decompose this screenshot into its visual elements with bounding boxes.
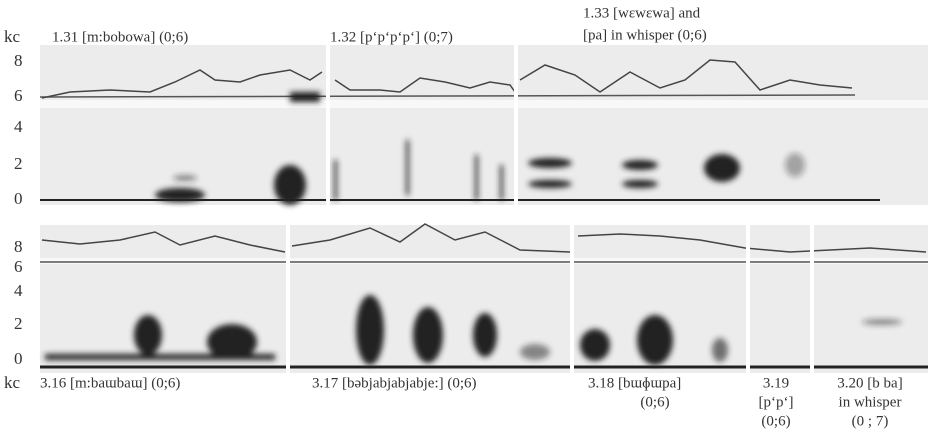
y-tick-label: 2 — [14, 314, 23, 333]
y-tick-label: 4 — [14, 281, 23, 300]
contour — [519, 59, 853, 93]
caption: in whisper — [839, 394, 902, 410]
y-tick-label: 2 — [14, 154, 23, 173]
caption: 1.33 [wɛwɛwa] and — [583, 5, 701, 21]
caption: 3.19 — [763, 375, 789, 391]
caption: 3.16 [m:baɯbaɯ] (0;6) — [40, 375, 180, 391]
caption: [pʻpʻ] — [759, 394, 794, 410]
spectral-energy — [155, 92, 805, 205]
contour — [41, 69, 323, 99]
panel-gap — [40, 258, 928, 264]
axis-unit: kc — [4, 27, 21, 46]
caption: (0 ; 7) — [852, 413, 889, 429]
contour — [291, 223, 571, 253]
contour — [334, 77, 516, 93]
caption: 3.20 [b ba] — [837, 375, 902, 391]
caption: [pa] in whisper (0;6) — [583, 27, 707, 43]
y-tick-label: 6 — [14, 86, 23, 105]
top-panel — [40, 45, 928, 205]
y-tick-label: 0 — [14, 189, 23, 208]
caption: (0;6) — [640, 394, 669, 410]
axis-unit: kc — [4, 373, 21, 392]
contour — [577, 233, 927, 253]
spectral-energy — [45, 295, 902, 365]
y-tick-label: 8 — [14, 51, 23, 70]
caption: 3.18 [bɯɸɯpa] — [588, 375, 681, 391]
contour — [41, 231, 286, 253]
divider — [286, 45, 814, 373]
y-tick-label: 0 — [14, 349, 23, 368]
caption: 1.31 [m:bobowa] (0;6) — [52, 29, 188, 45]
caption: 3.17 [bəbjabjabjabje:] (0;6) — [312, 375, 477, 391]
panel-gap — [40, 100, 928, 108]
y-tick-label: 6 — [14, 257, 23, 276]
caption: (0;6) — [761, 413, 790, 429]
y-tick-label: 8 — [14, 237, 23, 256]
caption: 1.32 [pʻpʻpʻpʻ] (0;7) — [330, 29, 453, 45]
contour-baseline — [39, 94, 856, 98]
y-tick-label: 4 — [14, 117, 23, 136]
